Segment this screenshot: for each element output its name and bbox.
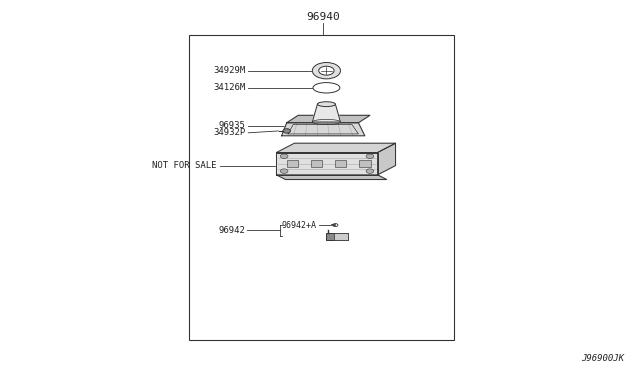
Circle shape [366,169,374,173]
Circle shape [280,169,288,173]
Polygon shape [312,104,340,122]
Text: 96935: 96935 [218,121,245,130]
Text: NOT FOR SALE: NOT FOR SALE [152,161,216,170]
Circle shape [319,66,334,75]
Circle shape [280,154,288,158]
Text: 96942+A: 96942+A [282,221,317,230]
Polygon shape [282,123,365,136]
Bar [326,233,348,240]
Polygon shape [378,143,396,175]
Ellipse shape [317,102,335,106]
Text: 34929M: 34929M [213,66,245,75]
Text: 34932P: 34932P [213,128,245,137]
Circle shape [366,154,374,158]
Polygon shape [276,143,396,153]
Text: 96942: 96942 [218,226,245,235]
Text: 96940: 96940 [307,12,340,22]
Bar [311,160,323,167]
Circle shape [312,62,340,79]
Polygon shape [276,175,387,179]
Bar [359,160,371,167]
Polygon shape [287,115,370,123]
Bar [335,160,346,167]
Bar [189,35,454,340]
Polygon shape [276,153,378,175]
Text: 34126M: 34126M [213,83,245,92]
Text: J96900JK: J96900JK [581,354,624,363]
Circle shape [283,129,291,133]
Bar [334,233,348,240]
Bar [287,160,298,167]
